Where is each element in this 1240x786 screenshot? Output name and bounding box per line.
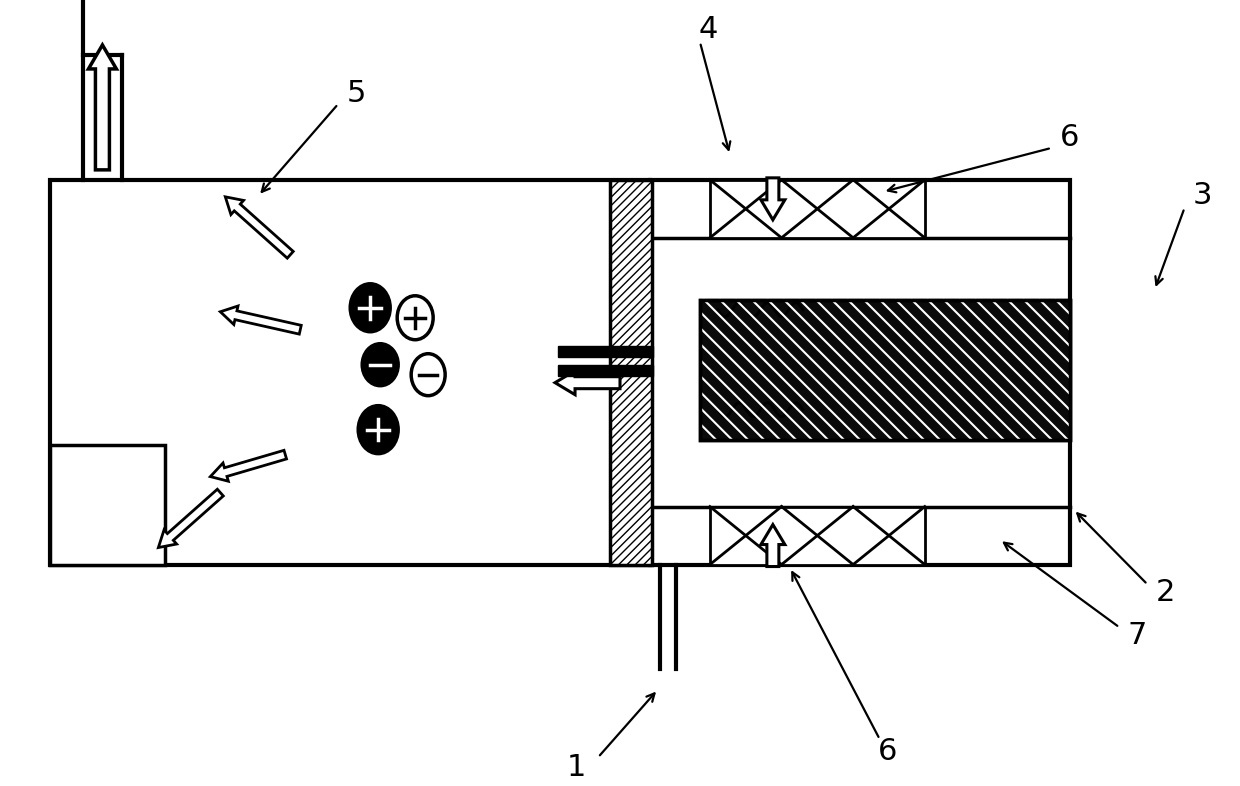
Bar xyxy=(711,180,925,238)
Text: 5: 5 xyxy=(346,79,366,108)
Bar xyxy=(711,507,925,564)
FancyArrow shape xyxy=(211,450,286,481)
Ellipse shape xyxy=(358,406,398,454)
Bar xyxy=(558,365,653,376)
FancyArrow shape xyxy=(221,306,301,334)
Text: 3: 3 xyxy=(1193,182,1213,211)
Bar xyxy=(699,299,1070,439)
Ellipse shape xyxy=(362,343,398,386)
Text: 6: 6 xyxy=(878,737,898,766)
Bar xyxy=(558,346,653,357)
Text: 6: 6 xyxy=(1060,123,1079,152)
Text: 1: 1 xyxy=(567,753,585,782)
FancyArrow shape xyxy=(761,178,785,220)
Text: 7: 7 xyxy=(1128,621,1147,650)
Bar xyxy=(51,445,165,564)
Ellipse shape xyxy=(350,284,391,332)
FancyArrow shape xyxy=(556,371,620,395)
Ellipse shape xyxy=(397,296,433,340)
Bar xyxy=(51,180,650,564)
Text: 2: 2 xyxy=(1156,578,1176,607)
Ellipse shape xyxy=(412,354,445,395)
Bar xyxy=(699,299,1070,439)
FancyArrow shape xyxy=(159,489,223,548)
Bar xyxy=(610,180,652,564)
Bar xyxy=(650,180,1070,564)
FancyArrow shape xyxy=(226,196,294,258)
Text: 4: 4 xyxy=(698,16,718,45)
FancyArrow shape xyxy=(88,45,117,170)
FancyArrow shape xyxy=(761,524,785,567)
